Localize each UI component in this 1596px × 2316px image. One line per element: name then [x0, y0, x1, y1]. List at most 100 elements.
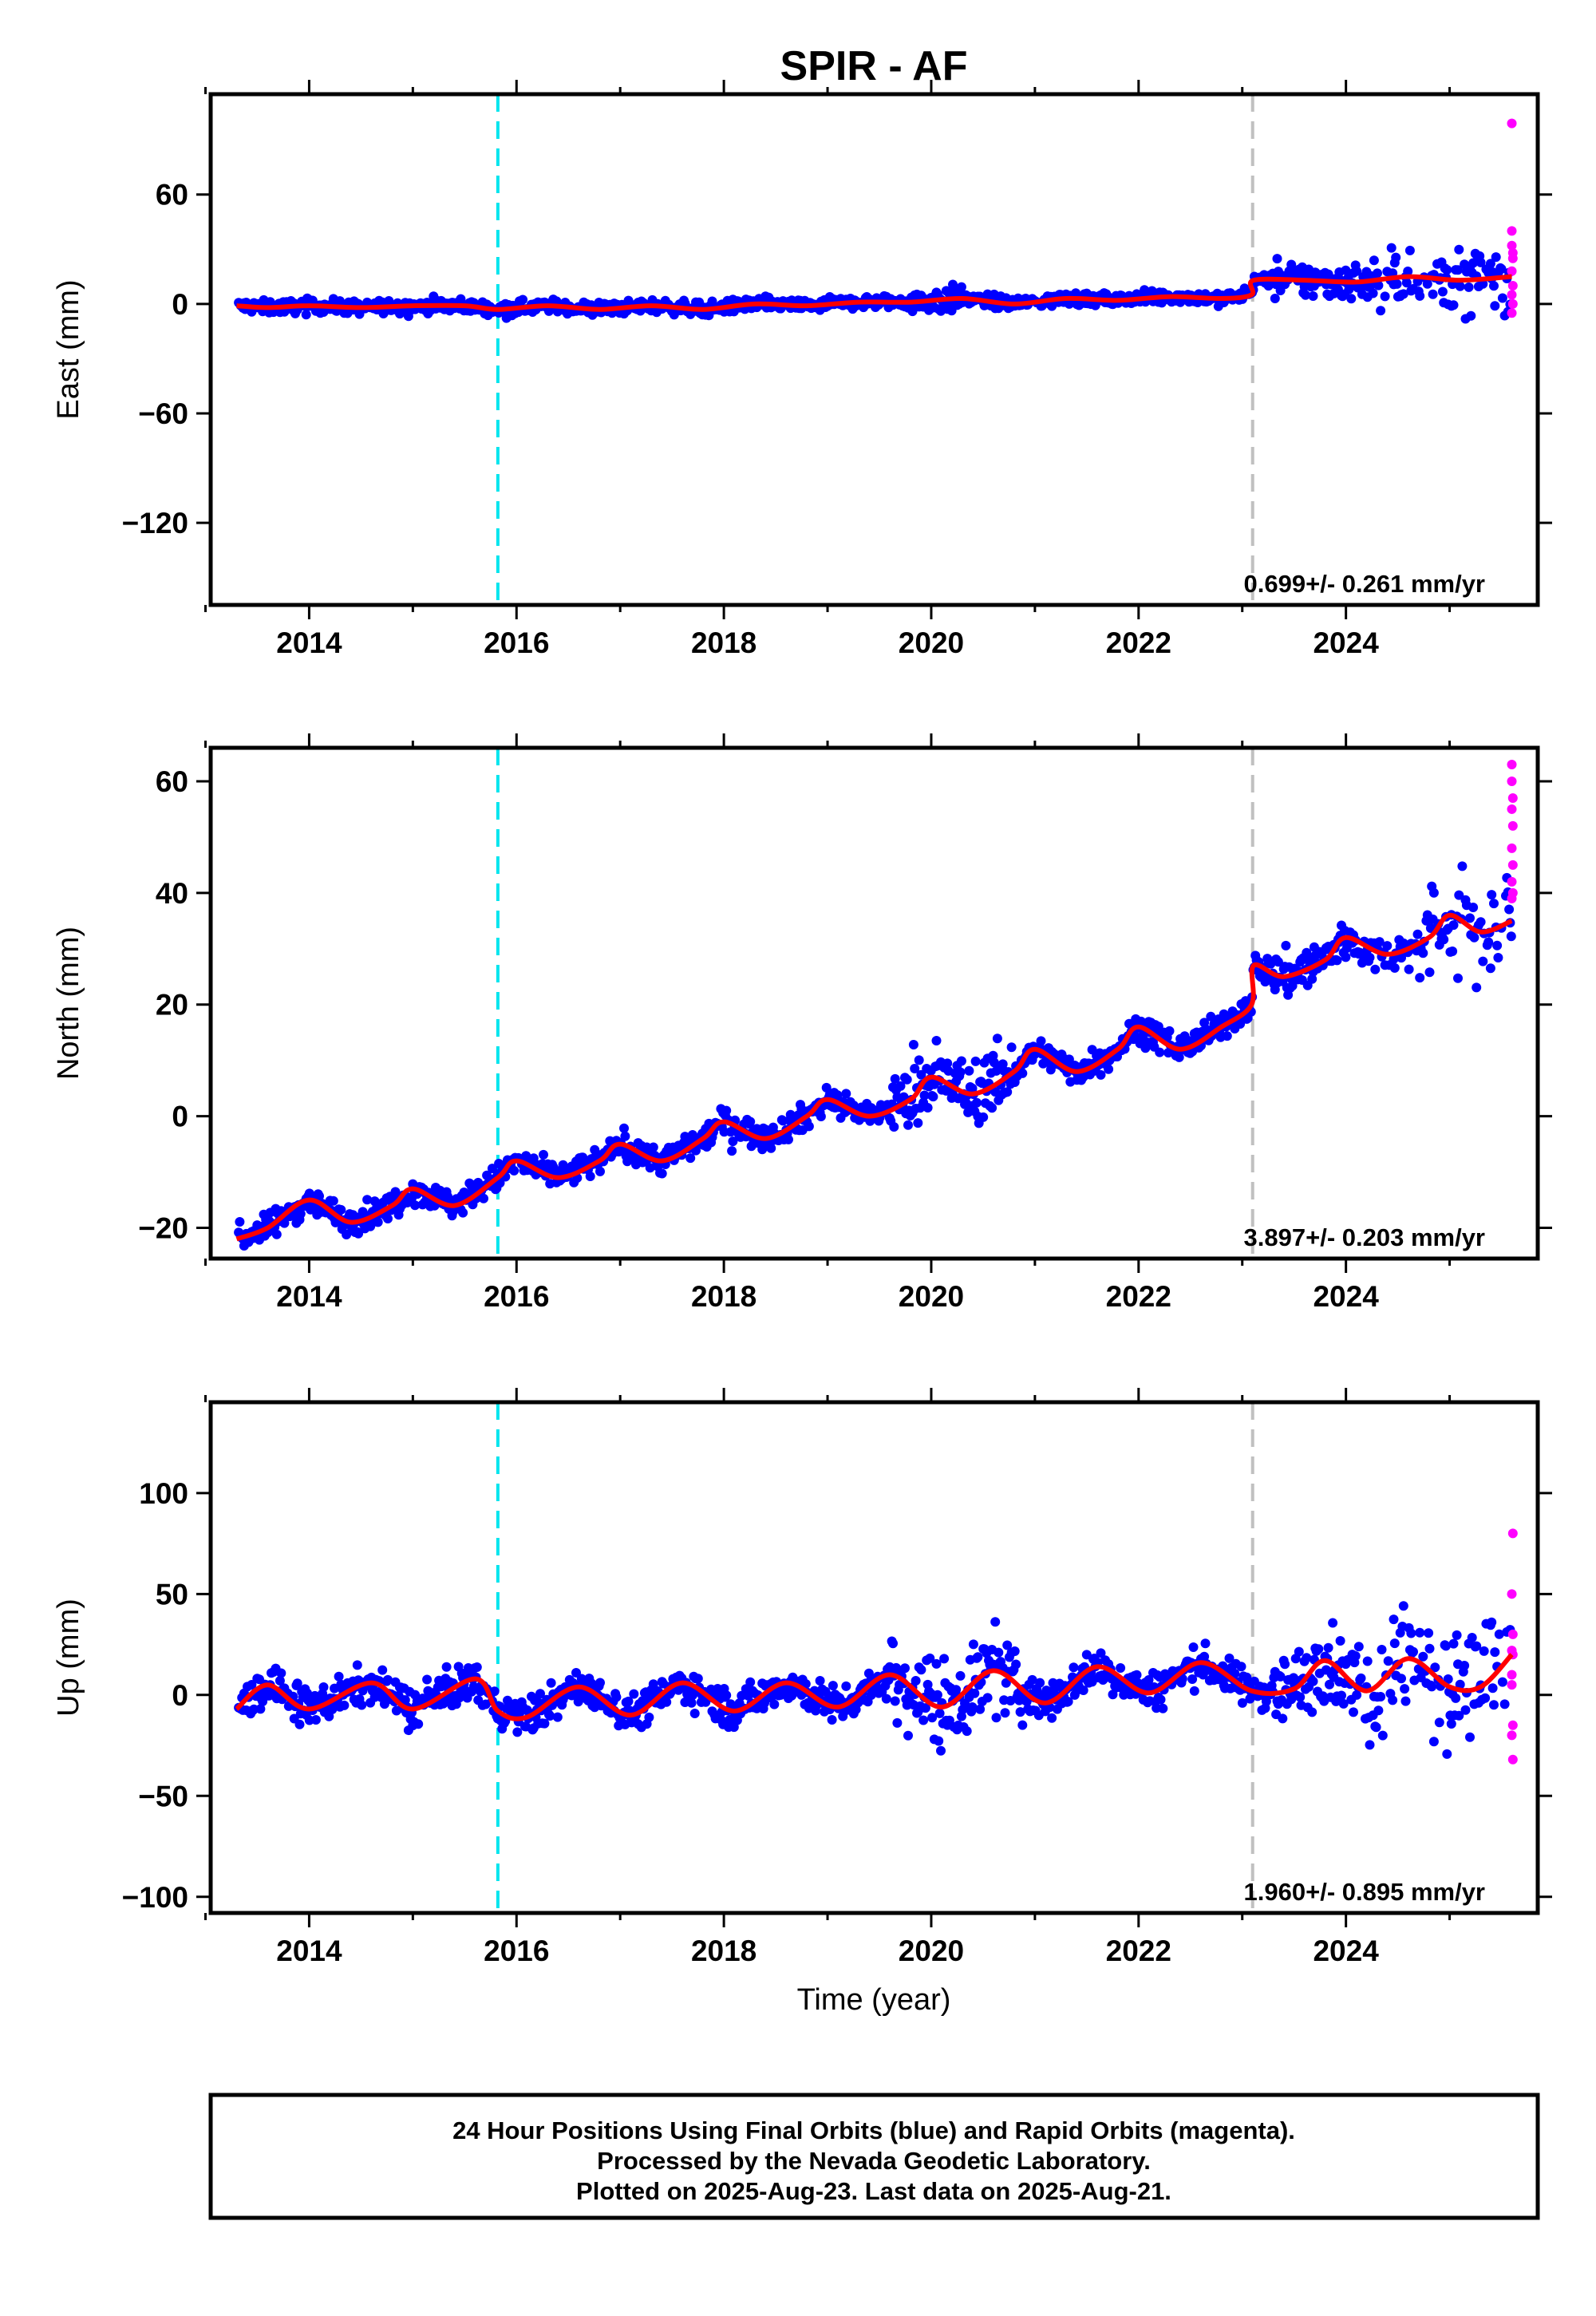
final-orbit-point [693, 1674, 703, 1684]
final-orbit-point [1453, 265, 1463, 275]
final-orbit-point [1275, 1671, 1286, 1682]
final-orbit-point [903, 1730, 913, 1741]
final-orbit-point [955, 1670, 966, 1681]
final-orbit-point [552, 1712, 563, 1722]
x-tick-label: 2024 [1313, 626, 1379, 659]
final-orbit-point [619, 1123, 629, 1133]
final-orbit-point [1156, 1694, 1166, 1705]
final-orbit-point [357, 1700, 367, 1710]
x-tick-label: 2022 [1106, 1935, 1171, 1967]
final-orbit-point [1332, 955, 1342, 966]
plot-frame [208, 1400, 1540, 1915]
final-orbit-point [1415, 290, 1425, 301]
rapid-orbit-point [1507, 1589, 1517, 1599]
final-orbit-point [611, 1692, 622, 1702]
final-orbit-point [292, 1678, 302, 1689]
final-orbit-point [1428, 887, 1439, 898]
final-orbit-point [932, 1690, 942, 1700]
final-orbit-point [689, 1709, 700, 1718]
final-orbit-point [970, 1688, 980, 1698]
final-orbit-point [623, 1696, 634, 1706]
final-orbit-point [1302, 1653, 1312, 1663]
final-orbit-point [1011, 1659, 1021, 1670]
final-orbit-point [629, 1689, 639, 1699]
final-orbit-point [1036, 1036, 1046, 1046]
final-orbit-point [1307, 974, 1317, 984]
final-orbit-point [1362, 1656, 1373, 1666]
rapid-orbit-point [1507, 1680, 1517, 1690]
final-orbit-point [1472, 1641, 1482, 1651]
final-orbit-point [1335, 1636, 1345, 1646]
final-orbit-point [1504, 904, 1515, 915]
rapid-orbit-point [1507, 1754, 1518, 1765]
final-orbit-point [294, 1719, 305, 1729]
final-orbit-point [1040, 1057, 1050, 1067]
final-orbit-point [902, 1074, 912, 1085]
final-orbit-point [1418, 1651, 1428, 1662]
final-orbit-point [1448, 300, 1459, 310]
final-orbit-point [1415, 1627, 1425, 1638]
x-tick-label: 2016 [484, 1935, 549, 1967]
final-orbit-point [352, 1660, 362, 1670]
final-orbit-point [383, 1674, 393, 1685]
final-orbit-point [1063, 1697, 1073, 1707]
final-orbit-point [644, 1712, 654, 1722]
final-orbit-point [972, 1097, 982, 1108]
footer-line-2: Processed by the Nevada Geodetic Laborat… [597, 2147, 1151, 2175]
final-orbit-point [1325, 1679, 1334, 1690]
final-orbit-point [1096, 1648, 1106, 1658]
final-orbit-point [973, 1652, 983, 1662]
final-orbit-point [354, 1228, 364, 1239]
y-tick-label: −100 [122, 1881, 188, 1914]
final-orbit-point [721, 1105, 732, 1116]
final-orbit-point [888, 1638, 898, 1649]
final-orbit-point [410, 1200, 421, 1211]
final-orbit-point [903, 1120, 913, 1130]
final-orbit-point [1189, 1686, 1199, 1696]
final-orbit-point [1424, 1643, 1435, 1654]
final-orbit-point [982, 1693, 993, 1703]
final-orbit-point [1027, 1674, 1037, 1685]
final-orbit-point [1422, 279, 1432, 289]
final-orbit-point [1469, 932, 1479, 943]
rapid-orbit-point [1507, 240, 1517, 251]
rapid-orbit-point [1507, 226, 1517, 236]
final-orbit-point [1376, 306, 1386, 316]
x-tick-label: 2014 [276, 626, 342, 659]
final-orbit-point [942, 1058, 953, 1069]
final-orbit-point [645, 1163, 655, 1173]
final-orbit-point [1017, 1720, 1028, 1730]
final-orbit-point [1487, 1683, 1498, 1694]
final-orbit-point [956, 1056, 966, 1066]
final-orbit-point [1294, 1646, 1304, 1657]
final-orbit-point [1452, 1630, 1462, 1640]
x-tick-label: 2018 [691, 626, 757, 659]
final-orbit-point [1001, 1678, 1011, 1688]
final-orbit-point [1448, 1638, 1459, 1649]
final-orbit-point [841, 1681, 851, 1691]
final-orbit-point [815, 1676, 825, 1686]
final-orbit-point [1493, 953, 1503, 962]
final-orbit-point [766, 1143, 776, 1153]
final-orbit-point [719, 1127, 729, 1137]
final-orbit-point [1468, 903, 1479, 912]
final-orbit-point [927, 1713, 938, 1723]
final-orbit-point [1389, 1614, 1399, 1625]
final-orbit-point [1412, 929, 1423, 939]
final-orbit-point [1400, 1684, 1410, 1694]
final-orbit-point [657, 1168, 667, 1179]
final-orbit-point [1428, 1737, 1439, 1747]
x-tick-label: 2020 [899, 626, 964, 659]
final-orbit-point [816, 1112, 826, 1121]
final-orbit-point [295, 1209, 306, 1219]
final-orbit-point [318, 1682, 329, 1692]
final-orbit-point [1078, 1686, 1088, 1695]
final-orbit-point [1451, 1693, 1461, 1703]
final-orbit-point [1472, 982, 1482, 993]
final-orbit-point [310, 1715, 321, 1725]
final-orbit-point [1286, 259, 1297, 270]
final-orbit-point [339, 1700, 350, 1710]
final-orbit-point [691, 1145, 701, 1156]
final-orbit-point [648, 1142, 658, 1152]
final-orbit-point [1224, 1653, 1235, 1663]
